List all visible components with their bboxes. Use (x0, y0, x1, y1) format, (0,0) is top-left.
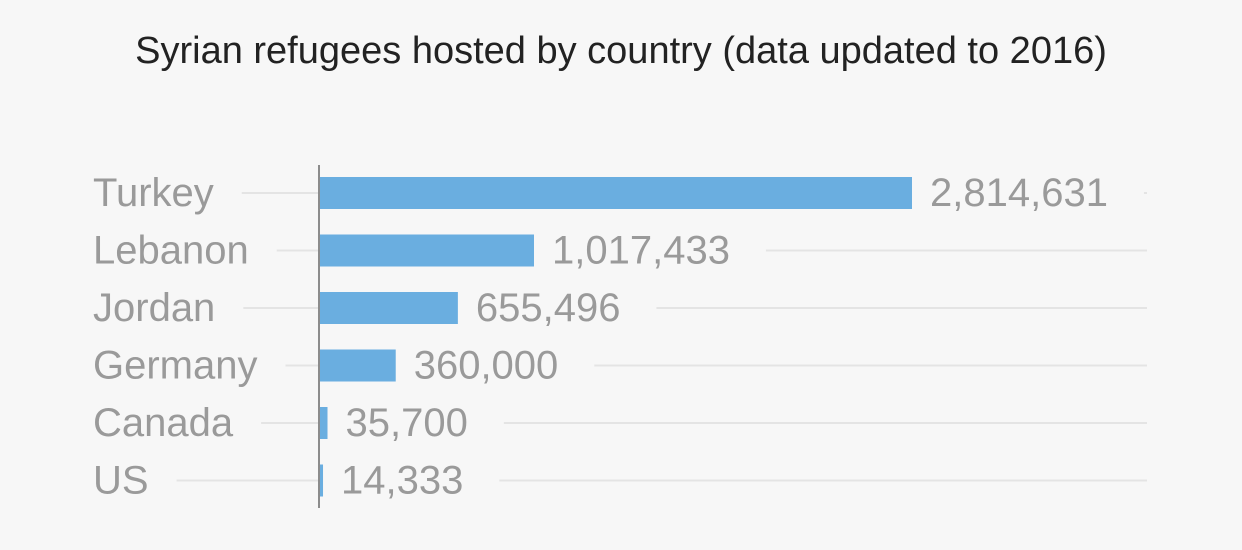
chart-title: Syrian refugees hosted by country (data … (135, 30, 1107, 72)
value-label: 655,496 (476, 286, 621, 330)
value-label: 1,017,433 (552, 229, 730, 273)
category-label: US (93, 459, 149, 503)
category-label: Jordan (93, 286, 215, 330)
value-label: 2,814,631 (930, 171, 1108, 215)
value-label: 14,333 (341, 459, 463, 503)
value-label: 360,000 (414, 344, 559, 388)
category-label: Canada (93, 401, 234, 445)
bar (320, 234, 534, 267)
value-label: 35,700 (346, 401, 468, 445)
category-label: Germany (93, 344, 258, 388)
bar (320, 407, 328, 439)
bar (320, 349, 396, 382)
bar (320, 177, 912, 209)
bar (320, 292, 458, 324)
bar (320, 464, 324, 497)
category-label: Turkey (93, 171, 214, 215)
category-label: Lebanon (93, 229, 249, 273)
